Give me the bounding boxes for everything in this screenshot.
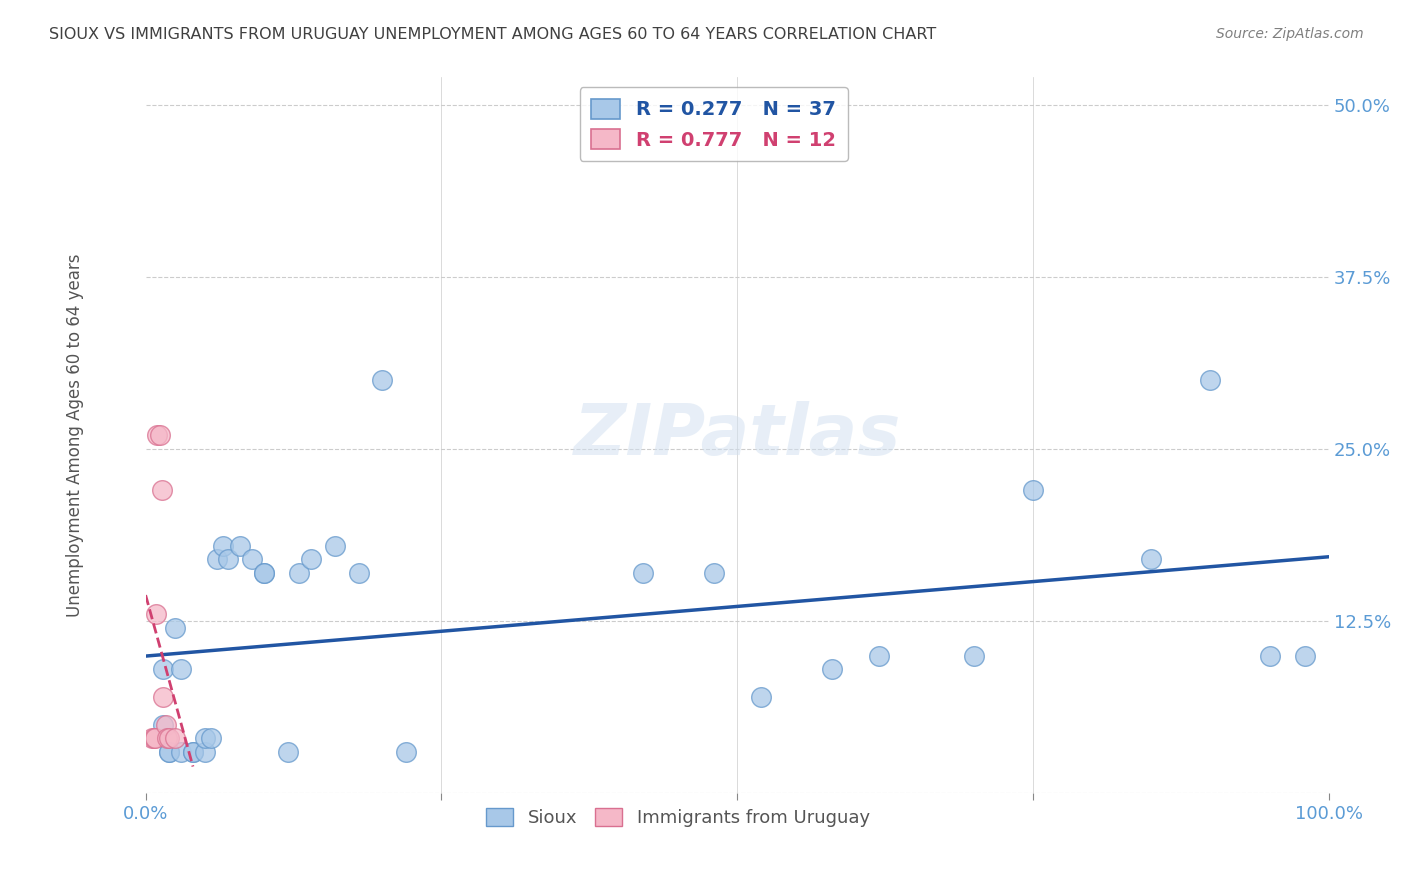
- Point: [277, 745, 299, 759]
- Point: [323, 539, 346, 553]
- Point: [141, 731, 163, 746]
- Point: [371, 373, 394, 387]
- Point: [1140, 552, 1163, 566]
- Point: [152, 662, 174, 676]
- Point: [152, 690, 174, 704]
- Point: [194, 731, 217, 746]
- Point: [205, 552, 228, 566]
- Point: [229, 539, 252, 553]
- Point: [299, 552, 322, 566]
- Text: Unemployment Among Ages 60 to 64 years: Unemployment Among Ages 60 to 64 years: [66, 253, 83, 617]
- Text: Source: ZipAtlas.com: Source: ZipAtlas.com: [1216, 27, 1364, 41]
- Point: [181, 745, 204, 759]
- Point: [157, 745, 180, 759]
- Point: [1258, 648, 1281, 663]
- Point: [347, 566, 370, 580]
- Point: [288, 566, 311, 580]
- Point: [1022, 483, 1045, 498]
- Text: SIOUX VS IMMIGRANTS FROM URUGUAY UNEMPLOYMENT AMONG AGES 60 TO 64 YEARS CORRELAT: SIOUX VS IMMIGRANTS FROM URUGUAY UNEMPLO…: [49, 27, 936, 42]
- Point: [253, 566, 276, 580]
- Point: [145, 607, 167, 622]
- Point: [253, 566, 276, 580]
- Point: [143, 731, 166, 746]
- Point: [240, 552, 263, 566]
- Point: [821, 662, 844, 676]
- Point: [157, 745, 180, 759]
- Point: [142, 731, 165, 746]
- Point: [631, 566, 654, 580]
- Point: [150, 483, 173, 498]
- Legend: Sioux, Immigrants from Uruguay: Sioux, Immigrants from Uruguay: [479, 801, 877, 834]
- Point: [1199, 373, 1222, 387]
- Point: [395, 745, 418, 759]
- Point: [963, 648, 986, 663]
- Point: [181, 745, 204, 759]
- Point: [149, 428, 172, 442]
- Point: [749, 690, 772, 704]
- Point: [170, 662, 193, 676]
- Point: [165, 621, 187, 635]
- Point: [200, 731, 222, 746]
- Point: [157, 731, 180, 746]
- Point: [702, 566, 724, 580]
- Point: [868, 648, 890, 663]
- Point: [165, 731, 187, 746]
- Point: [1294, 648, 1316, 663]
- Point: [155, 717, 177, 731]
- Point: [194, 745, 217, 759]
- Point: [211, 539, 233, 553]
- Point: [156, 731, 179, 746]
- Point: [152, 717, 174, 731]
- Point: [146, 428, 169, 442]
- Point: [170, 745, 193, 759]
- Text: ZIPatlas: ZIPatlas: [574, 401, 901, 470]
- Point: [217, 552, 239, 566]
